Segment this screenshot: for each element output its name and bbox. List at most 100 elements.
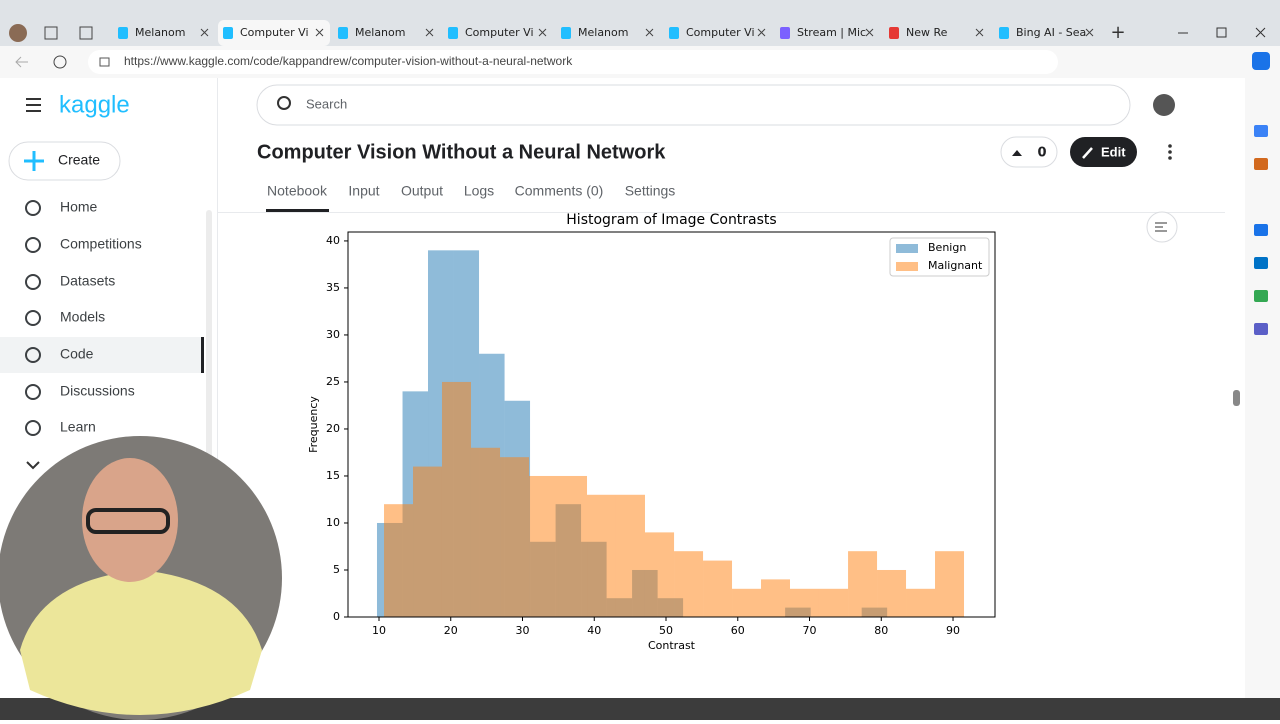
nav-item[interactable]: Competitions (60, 236, 142, 252)
tab-close[interactable] (425, 28, 434, 37)
webcam-overlay (0, 436, 282, 720)
more-chevron[interactable] (26, 461, 40, 470)
histogram-bar (441, 381, 471, 617)
histogram-bar (732, 588, 762, 617)
restore[interactable] (1216, 27, 1227, 38)
tab-favicon (780, 27, 790, 39)
x-tick-label: 50 (659, 624, 673, 637)
histogram-bar (674, 551, 704, 617)
chart: 10 20 30 40 50 60 70 80 90 0 5 10 15 20 25 30 35 40 Histog… (307, 212, 996, 652)
notebook-tab[interactable]: Output (401, 183, 443, 199)
edge-app[interactable] (1254, 224, 1268, 236)
kaggle-logo[interactable]: kaggle (59, 91, 130, 118)
tab-close[interactable] (865, 28, 874, 37)
copilot-icon[interactable] (1252, 52, 1270, 70)
notebook-tab[interactable]: Notebook (267, 183, 328, 199)
tab-title[interactable]: Computer Vi (686, 26, 755, 39)
create-button[interactable] (8, 141, 121, 181)
edge-app[interactable] (1254, 158, 1268, 170)
edge-app[interactable] (1254, 125, 1268, 137)
histogram-bar (877, 569, 907, 617)
x-tick-label: 80 (874, 624, 888, 637)
back-button[interactable] (15, 56, 28, 68)
edge-app[interactable] (1254, 257, 1268, 269)
legend-label: Benign (928, 241, 966, 254)
vote-button[interactable] (1000, 136, 1058, 168)
tab-favicon (669, 27, 679, 39)
nav-icon (25, 274, 41, 290)
x-tick-label: 30 (516, 624, 530, 637)
tab-close[interactable] (200, 28, 209, 37)
refresh-button[interactable] (53, 55, 67, 69)
page-scrollbar (1233, 390, 1240, 406)
tab-title[interactable]: New Re (906, 26, 948, 39)
y-tick-label: 5 (333, 563, 340, 576)
nav-icon (25, 200, 41, 216)
notebook-tab[interactable]: Settings (625, 183, 676, 199)
edge-sidebar (1245, 78, 1280, 698)
nav-item[interactable]: Models (60, 309, 105, 325)
edge-app[interactable] (1254, 290, 1268, 302)
histogram-bar (761, 579, 791, 617)
nav-item[interactable]: Datasets (60, 273, 115, 289)
nav-item[interactable]: Discussions (60, 383, 135, 399)
chart-title: Histogram of Image Contrasts (566, 212, 776, 228)
tab-title[interactable]: Melanom (135, 26, 185, 39)
histogram-bar (644, 532, 675, 617)
tab-title[interactable]: Melanom (355, 26, 405, 39)
histogram-bar (500, 457, 530, 617)
tab-close[interactable] (757, 28, 766, 37)
tab-title[interactable]: Melanom (578, 26, 628, 39)
nav-icon (25, 310, 41, 326)
nav-item[interactable]: Code (60, 346, 94, 362)
tab-strip (0, 0, 1280, 46)
edge-app[interactable] (1254, 323, 1268, 335)
kebab-menu[interactable] (1168, 144, 1172, 148)
new-tab-button[interactable]: + (1110, 22, 1125, 43)
upvote-icon (1012, 150, 1022, 156)
tab-title[interactable]: Computer Vi (465, 26, 534, 39)
edit-button[interactable] (1070, 137, 1137, 167)
edit-label: Edit (1101, 144, 1126, 159)
taskbar (0, 698, 1280, 720)
vote-count: 0 (1037, 146, 1046, 161)
x-tick-label: 90 (946, 624, 960, 637)
tab-favicon (223, 27, 233, 39)
tab-favicon (118, 27, 128, 39)
histogram-bar (848, 551, 878, 617)
tab-close[interactable] (538, 28, 547, 37)
tab-close[interactable] (315, 28, 324, 37)
address-field[interactable] (88, 50, 1058, 74)
x-tick-label: 70 (803, 624, 817, 637)
tab-title[interactable]: Computer Vi (240, 26, 309, 39)
tab-close[interactable] (645, 28, 654, 37)
histogram-bar (818, 588, 849, 617)
search-box[interactable] (256, 84, 1131, 126)
nav-icon (25, 420, 41, 436)
tab-close[interactable] (975, 28, 984, 37)
tab-close[interactable] (1085, 28, 1094, 37)
tab-divider (218, 212, 1225, 213)
notebook-tab[interactable]: Input (348, 183, 379, 199)
nav-item[interactable]: Learn (60, 419, 96, 435)
avatar[interactable] (1153, 94, 1175, 116)
tab-title[interactable]: Bing AI - Sea (1016, 26, 1086, 39)
nav-icon (25, 237, 41, 253)
collections-icon (44, 26, 58, 40)
active-nav-marker (201, 337, 204, 373)
x-tick-label: 20 (444, 624, 458, 637)
legend-label: Malignant (928, 259, 983, 272)
nav-item[interactable]: Home (60, 199, 98, 215)
x-tick-label: 60 (731, 624, 745, 637)
legend-swatch (896, 244, 918, 253)
lock-icon (99, 57, 110, 67)
close[interactable] (1255, 27, 1266, 38)
notebook-tab[interactable]: Logs (464, 183, 494, 199)
notebook-tab[interactable]: Comments (0) (515, 183, 604, 199)
kebab-dot (1168, 150, 1172, 154)
tab-title[interactable]: Stream | Mic (797, 26, 866, 39)
tab-favicon (999, 27, 1009, 39)
menu-icon[interactable] (26, 98, 41, 112)
legend-swatch (896, 262, 918, 271)
profile-icon (9, 24, 27, 42)
